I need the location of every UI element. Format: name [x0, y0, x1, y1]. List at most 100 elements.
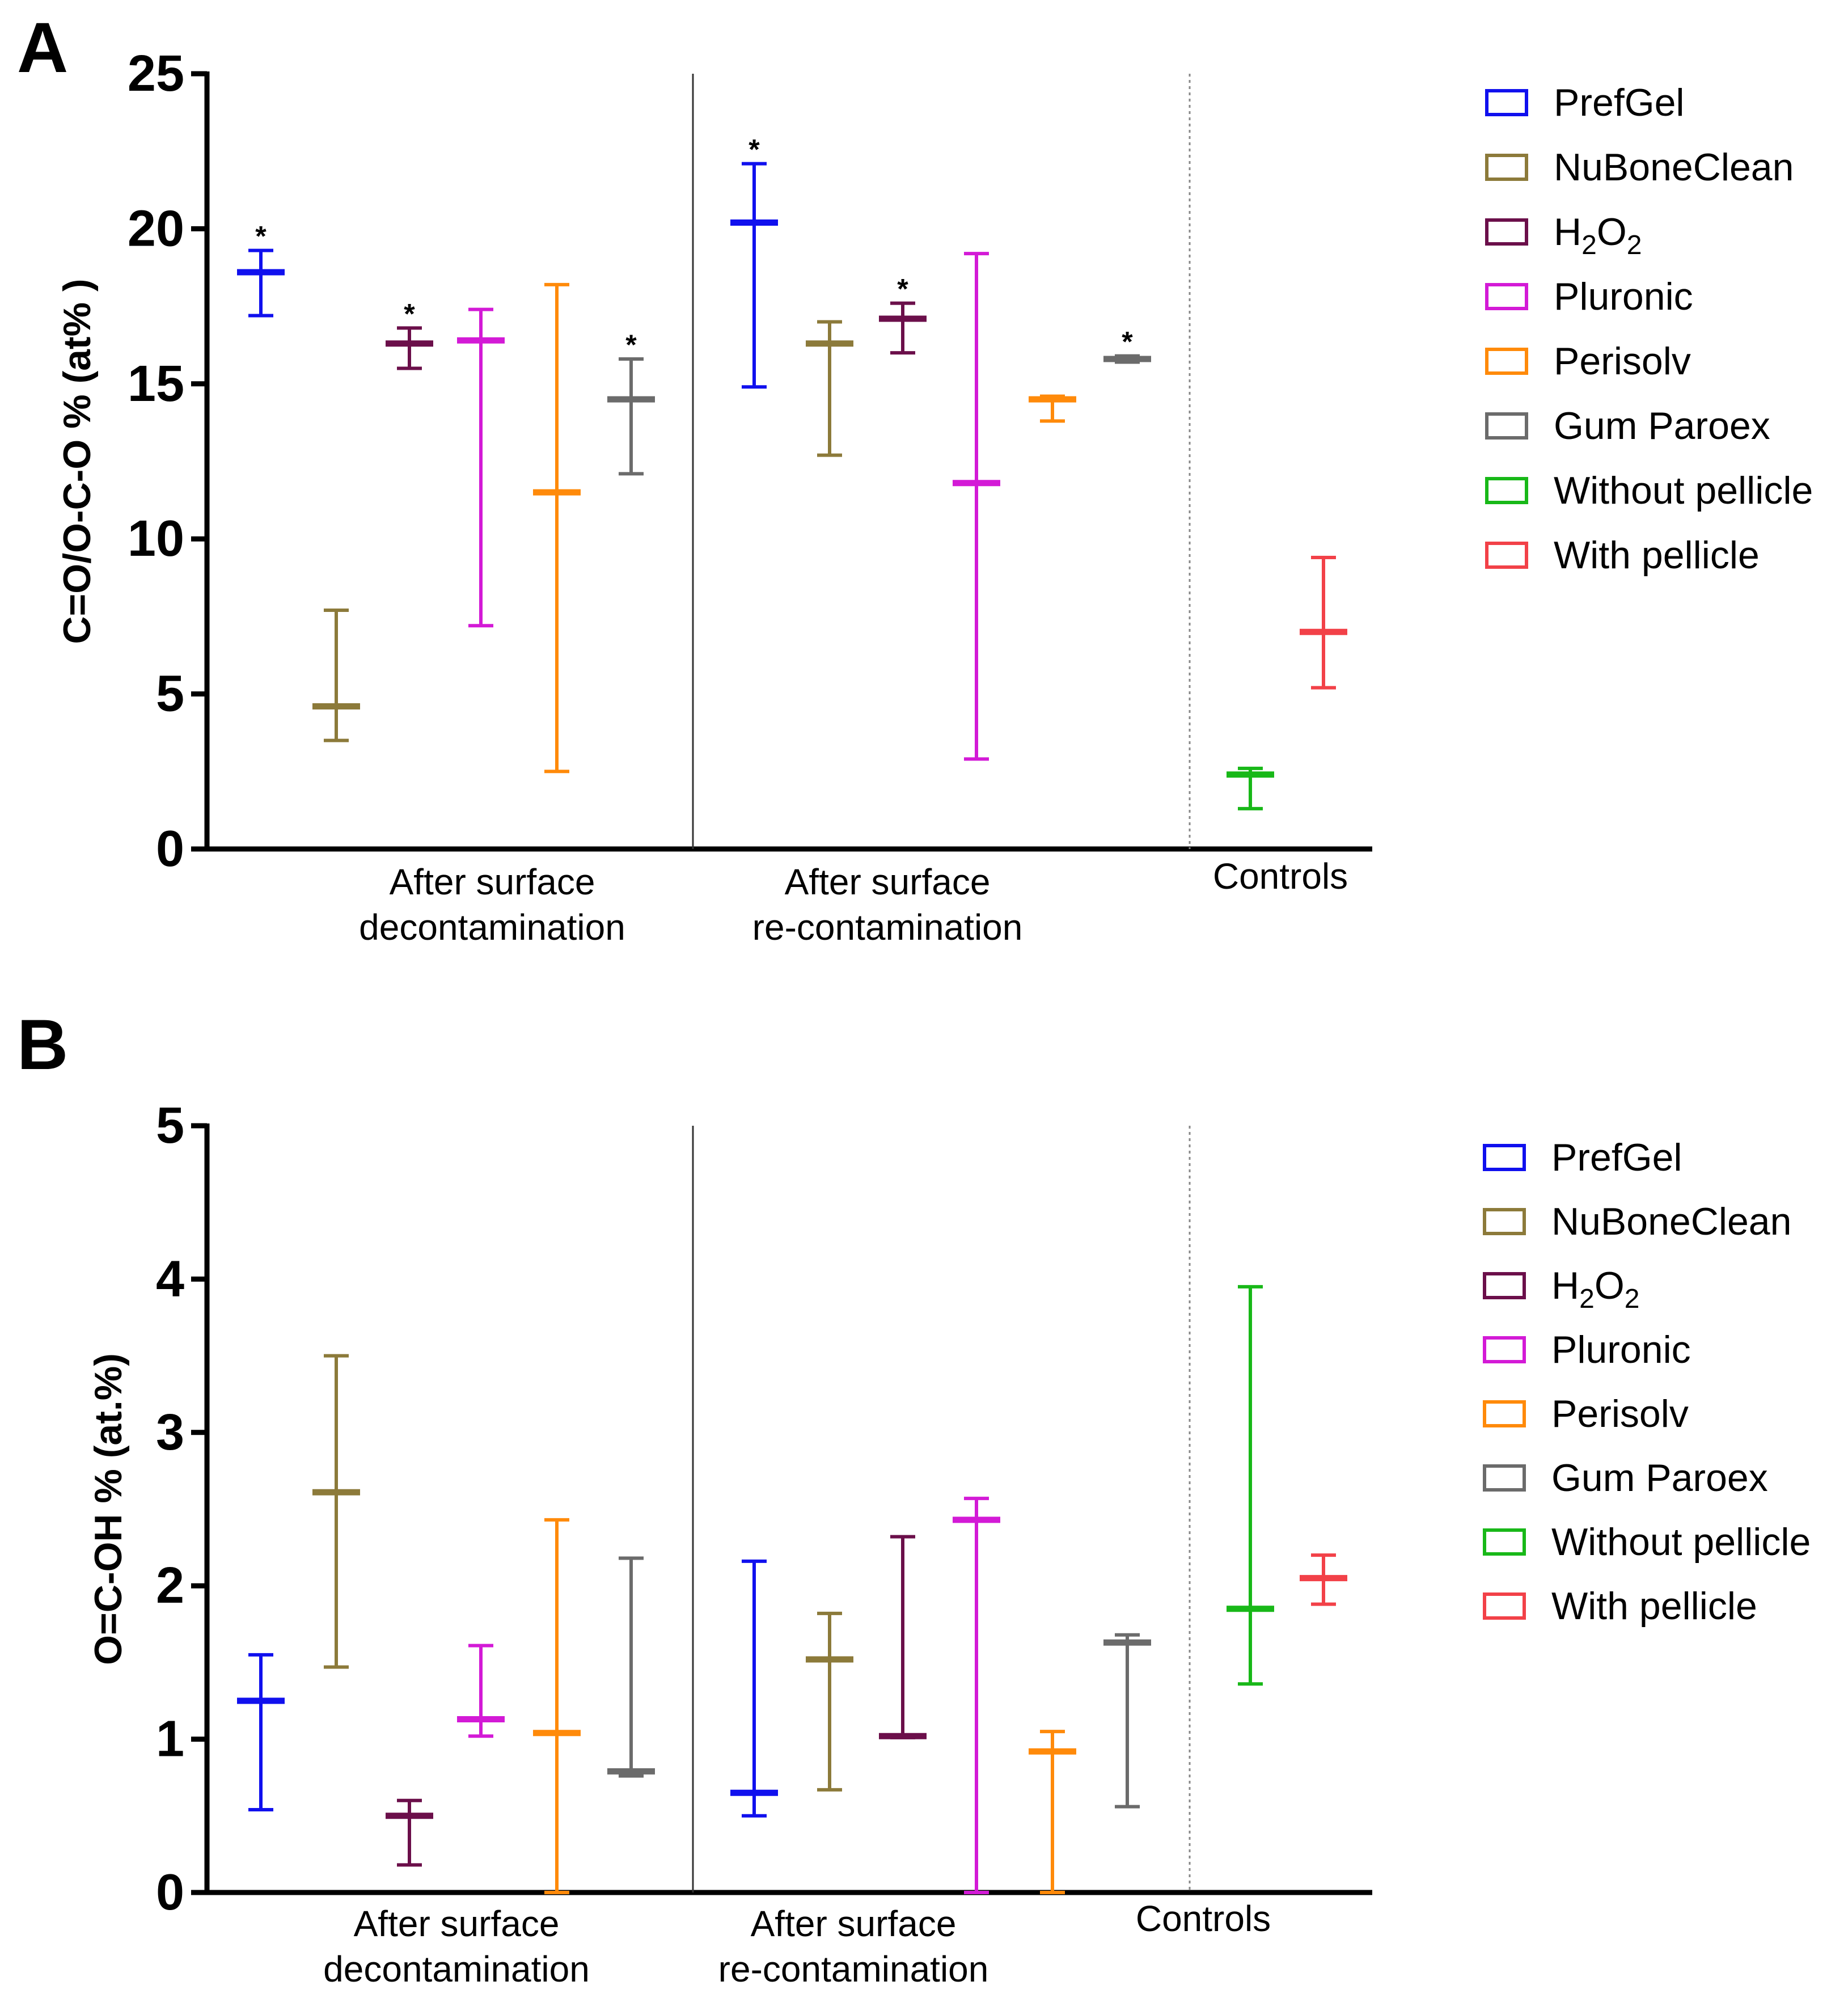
legend-swatch: [1483, 1528, 1526, 1556]
without-pellicle-errorbar: [1227, 766, 1274, 810]
prefgel-errorbar: [730, 1559, 778, 1818]
prefgel-errorbar: [237, 1653, 285, 1811]
y-tick-label: 4: [156, 1251, 184, 1307]
legend-label: Perisolv: [1551, 1392, 1689, 1435]
y-axis-label: O=C-OH % (at.%): [87, 1353, 130, 1665]
legend-item-perisolv: Perisolv: [1483, 1392, 1689, 1435]
legend-item-pluronic: Pluronic: [1483, 1328, 1691, 1371]
legend-label: NuBoneClean: [1554, 146, 1794, 189]
h2o2-errorbar: [386, 1798, 433, 1867]
legend-label: NuBoneClean: [1551, 1200, 1791, 1243]
legend-swatch: [1483, 1464, 1526, 1492]
gum-paroex-errorbar: [607, 1556, 655, 1778]
legend-label: Gum Paroex: [1554, 404, 1770, 447]
group-label: decontamination: [359, 907, 625, 948]
y-tick-label: 0: [156, 821, 184, 877]
group-label: Controls: [1136, 1898, 1271, 1939]
nuboneclean-errorbar: [312, 608, 360, 742]
significance-star: *: [404, 298, 415, 330]
pluronic-errorbar: [457, 307, 505, 628]
pluronic-errorbar: [457, 1644, 505, 1738]
legend-label: With pellicle: [1554, 534, 1760, 577]
significance-star: *: [1122, 326, 1133, 358]
legend-item-without-pellicle: Without pellicle: [1483, 1520, 1811, 1564]
perisolv-errorbar: [1029, 1730, 1076, 1894]
legend-label: Gum Paroex: [1551, 1456, 1768, 1499]
legend-swatch: [1483, 1336, 1526, 1363]
panel-b: B 0 1 2 3 4 5 O=C-OH % (at.%) After surface deco…: [0, 998, 1848, 2015]
legend-label: With pellicle: [1551, 1585, 1757, 1628]
nuboneclean-errorbar: [312, 1354, 360, 1669]
y-tick-label: 15: [128, 356, 184, 412]
prefgel-errorbar: [237, 248, 285, 318]
legend-swatch: [1483, 1144, 1526, 1171]
group-label: re-contamination: [718, 1949, 989, 1989]
group-label: Controls: [1213, 856, 1348, 897]
legend-swatch: [1483, 1400, 1526, 1427]
perisolv-errorbar: [533, 282, 581, 774]
y-tick-label: 3: [156, 1404, 184, 1461]
legend-item-with-pellicle: With pellicle: [1483, 1585, 1757, 1628]
significance-star: *: [625, 329, 637, 361]
perisolv-errorbar: [1029, 394, 1076, 423]
legend-item-nuboneclean: NuBoneClean: [1485, 146, 1794, 189]
legend-label: PrefGel: [1551, 1136, 1682, 1179]
with-pellicle-errorbar: [1300, 1553, 1347, 1606]
significance-star: *: [897, 273, 908, 305]
legend-item-pluronic: Pluronic: [1485, 275, 1693, 318]
legend-item-perisolv: Perisolv: [1485, 340, 1691, 383]
y-tick-label: 5: [156, 1097, 184, 1154]
h2o2-errorbar: [879, 301, 927, 355]
legend-item-prefgel: PrefGel: [1485, 81, 1685, 124]
legend-label: Pluronic: [1551, 1328, 1691, 1371]
legend-item-with-pellicle: With pellicle: [1485, 534, 1760, 577]
pluronic-errorbar: [953, 1497, 1000, 1894]
legend-swatch: [1485, 218, 1528, 246]
y-tick-label: 0: [156, 1864, 184, 1921]
group-label: decontamination: [323, 1949, 590, 1989]
y-axis-label: C=O/O-C-O % (at% ): [56, 278, 99, 644]
legend-item-h2o2: H2O2: [1483, 1264, 1639, 1314]
chart-a: 0 5 10 15 20 25 C=O/O-C-O % (at% ) After surfac…: [56, 45, 1813, 948]
legend-label: H2O2: [1554, 210, 1642, 260]
group-label: After surface: [751, 1903, 957, 1944]
legend-label: Without pellicle: [1554, 469, 1813, 512]
legend-swatch: [1483, 1272, 1526, 1299]
group-label: After surface: [390, 861, 595, 902]
legend-label: Perisolv: [1554, 340, 1691, 383]
panel-letter-b: B: [17, 1006, 69, 1084]
legend-item-nuboneclean: NuBoneClean: [1483, 1200, 1791, 1243]
legend-swatch: [1485, 477, 1528, 504]
panel-a: A 0 5 10 15 20 25 C=O/O-C-O % (at% ) After surf…: [0, 0, 1848, 998]
y-tick-label: 25: [128, 45, 184, 102]
legend-swatch: [1485, 412, 1528, 440]
h2o2-errorbar: [386, 326, 433, 370]
legend-label: PrefGel: [1554, 81, 1685, 124]
legend-swatch: [1485, 89, 1528, 116]
y-tick-label: 2: [156, 1557, 184, 1614]
pluronic-errorbar: [953, 252, 1000, 761]
gum-paroex-errorbar: [607, 357, 655, 476]
with-pellicle-errorbar: [1300, 556, 1347, 690]
legend-swatch: [1485, 542, 1528, 569]
legend-label: Without pellicle: [1551, 1520, 1811, 1564]
y-tick-label: 1: [156, 1711, 184, 1768]
group-label: After surface: [354, 1903, 560, 1944]
legend-label: H2O2: [1551, 1264, 1639, 1314]
y-tick-label: 10: [128, 510, 184, 567]
legend-swatch: [1485, 283, 1528, 310]
y-tick-label: 20: [128, 200, 184, 257]
prefgel-errorbar: [730, 162, 778, 389]
perisolv-errorbar: [533, 1518, 581, 1894]
h2o2-errorbar: [879, 1535, 927, 1739]
legend-item-gum-paroex: Gum Paroex: [1485, 404, 1770, 447]
group-label: re-contamination: [752, 907, 1023, 948]
legend-item-prefgel: PrefGel: [1483, 1136, 1682, 1179]
gum-paroex-errorbar: [1103, 1633, 1151, 1809]
chart-b: 0 1 2 3 4 5 O=C-OH % (at.%) After surface decont…: [87, 1097, 1811, 1989]
legend-swatch: [1485, 348, 1528, 375]
panel-letter-a: A: [17, 9, 69, 87]
significance-star: *: [748, 134, 760, 166]
without-pellicle-errorbar: [1227, 1285, 1274, 1686]
y-tick-label: 5: [156, 666, 184, 723]
